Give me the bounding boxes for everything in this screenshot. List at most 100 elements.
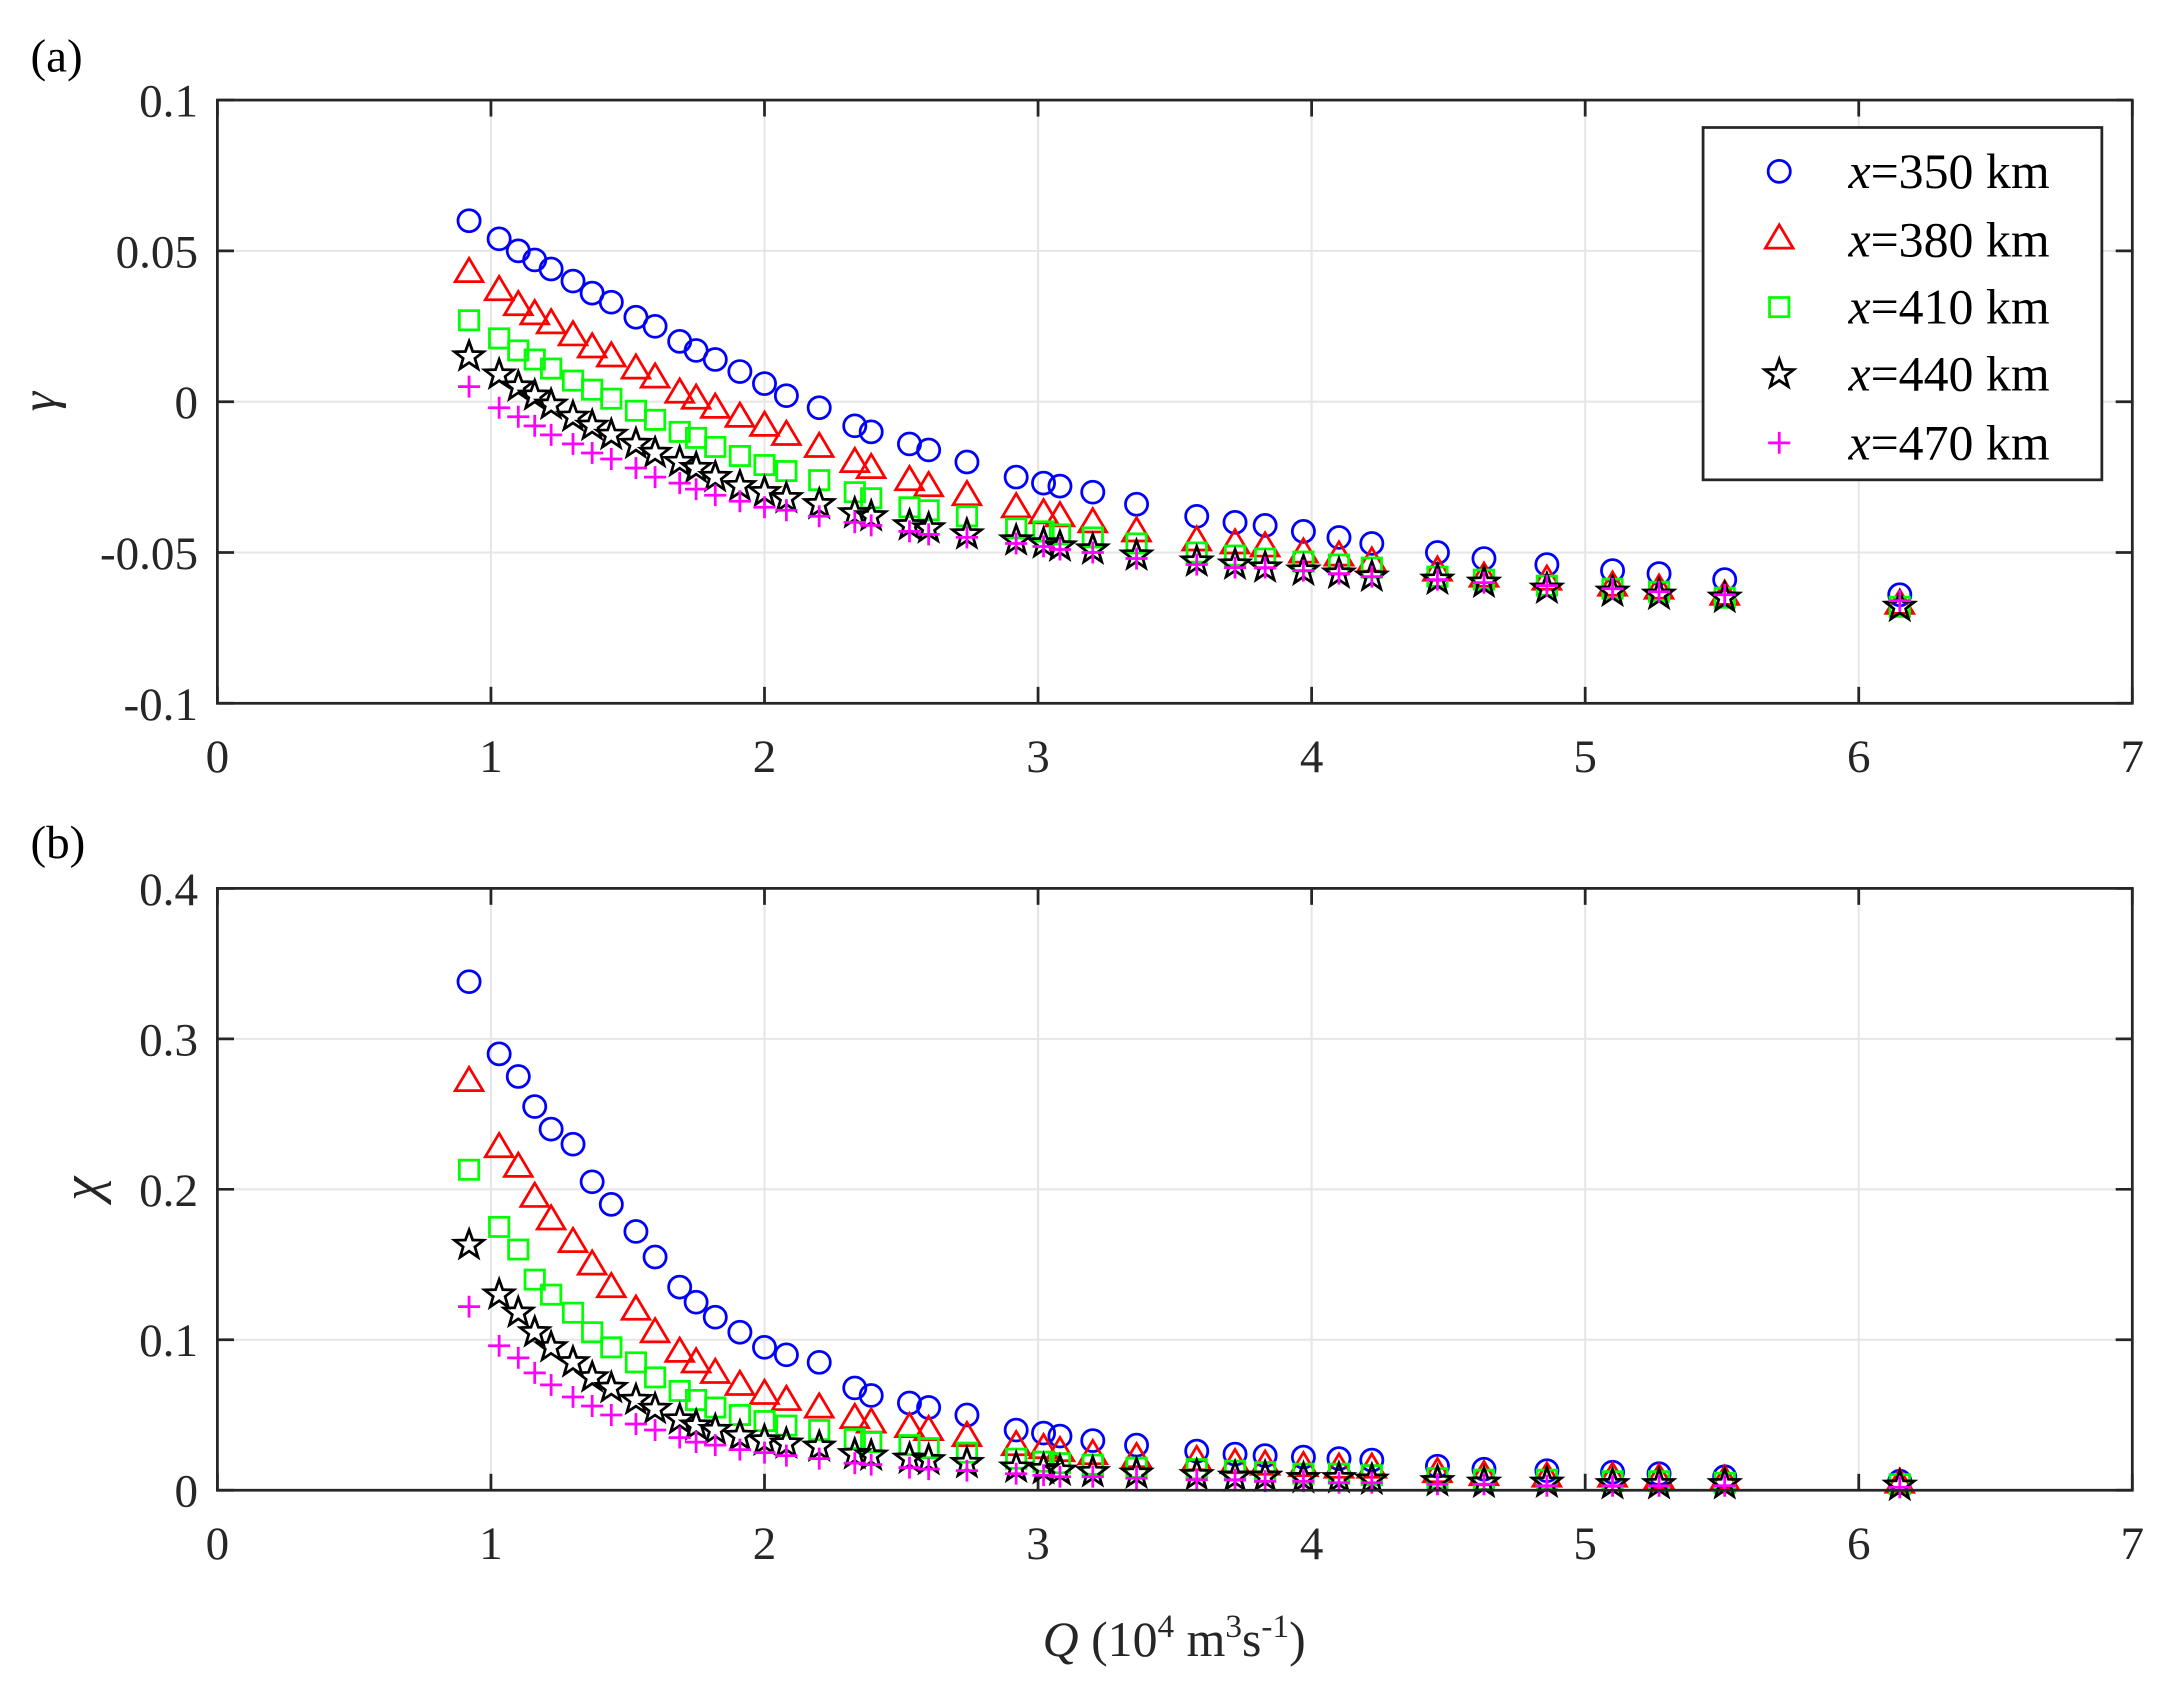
data-point-square bbox=[728, 445, 751, 467]
data-point-star bbox=[661, 1400, 699, 1435]
data-point-triangle bbox=[518, 297, 551, 326]
data-point-triangle bbox=[999, 490, 1033, 519]
data-point-plus bbox=[1223, 1468, 1247, 1491]
data-point-circle bbox=[752, 1334, 777, 1360]
data-point-circle bbox=[1252, 1443, 1278, 1468]
legend-marker-square bbox=[1768, 296, 1791, 319]
data-point-triangle bbox=[534, 1202, 568, 1231]
legend-marker-triangle bbox=[1762, 222, 1796, 250]
data-point-square bbox=[561, 369, 585, 392]
data-point-triangle bbox=[452, 255, 486, 283]
data-point-plus bbox=[1535, 1474, 1558, 1497]
data-point-plus bbox=[843, 511, 866, 534]
data-point-triangle bbox=[748, 1377, 781, 1405]
data-point-star bbox=[592, 1368, 630, 1404]
data-point-plus bbox=[685, 478, 708, 501]
x-tick-label: 4 bbox=[1300, 731, 1324, 783]
data-point-plus bbox=[1601, 577, 1624, 600]
x-tick-label: 0 bbox=[206, 1518, 230, 1570]
x-tick-label: 4 bbox=[1300, 1518, 1324, 1570]
data-point-plus bbox=[1032, 1464, 1055, 1487]
data-point-circle bbox=[1047, 1423, 1073, 1449]
x-axis-var: Q bbox=[1043, 1612, 1079, 1667]
data-point-triangle bbox=[1120, 1440, 1153, 1469]
data-point-plus bbox=[1048, 538, 1072, 561]
data-point-plus bbox=[1081, 541, 1104, 564]
data-point-square bbox=[753, 1410, 776, 1432]
data-point-circle bbox=[486, 1041, 512, 1067]
data-point-square bbox=[860, 1431, 883, 1454]
data-point-square bbox=[704, 435, 727, 458]
data-point-triangle bbox=[518, 1180, 551, 1208]
x-tick-label: 0 bbox=[206, 731, 230, 783]
data-point-triangle bbox=[482, 1130, 516, 1159]
data-point-circle bbox=[842, 413, 868, 439]
x-tick-label: 7 bbox=[2121, 1518, 2145, 1570]
data-point-square bbox=[581, 1321, 604, 1344]
data-point-circle bbox=[538, 256, 564, 282]
data-point-circle bbox=[683, 1289, 709, 1315]
data-point-circle bbox=[773, 383, 799, 409]
data-point-plus bbox=[808, 505, 831, 528]
data-point-plus bbox=[561, 432, 585, 455]
data-point-square bbox=[523, 1268, 546, 1291]
series-440-km bbox=[450, 1225, 1919, 1502]
legend-marker-circle bbox=[1766, 159, 1792, 184]
y-tick-label: -0.1 bbox=[123, 679, 198, 731]
data-point-triangle bbox=[723, 1368, 757, 1396]
data-point-plus bbox=[1426, 568, 1449, 591]
series-380-km bbox=[452, 255, 1917, 615]
data-point-triangle bbox=[1043, 1434, 1077, 1463]
data-point-plus bbox=[685, 1431, 708, 1454]
data-point-circle bbox=[1359, 1447, 1385, 1473]
data-point-triangle bbox=[770, 418, 803, 446]
data-point-circle bbox=[1359, 531, 1385, 556]
data-point-plus bbox=[1125, 1467, 1148, 1490]
data-point-circle bbox=[522, 247, 548, 273]
data-point-plus bbox=[843, 1452, 866, 1475]
data-point-plus bbox=[624, 457, 648, 480]
data-point-plus bbox=[860, 514, 883, 537]
y-axis-label-b: χ bbox=[50, 1175, 111, 1206]
legend-marker-plus bbox=[1768, 431, 1791, 454]
data-point-circle bbox=[1184, 503, 1210, 529]
axes-box-b bbox=[216, 887, 2134, 1492]
data-point-plus bbox=[457, 1295, 481, 1318]
data-point-star bbox=[450, 337, 488, 372]
data-point-circle bbox=[702, 1304, 728, 1330]
legend-label-380: x=380 km bbox=[1847, 213, 2049, 268]
data-point-triangle bbox=[838, 445, 872, 473]
data-point-plus bbox=[728, 490, 751, 513]
data-point-square bbox=[581, 378, 604, 401]
y-tick-label: 0.1 bbox=[139, 76, 198, 128]
data-point-plus bbox=[917, 1458, 940, 1481]
data-point-circle bbox=[1290, 519, 1316, 544]
data-point-star bbox=[696, 457, 734, 493]
data-point-plus bbox=[488, 1334, 511, 1357]
data-point-triangle bbox=[679, 382, 713, 410]
legend-label-350: x=350 km bbox=[1847, 144, 2049, 199]
y-tick-label: -0.05 bbox=[100, 528, 198, 580]
data-point-plus bbox=[1647, 1474, 1671, 1497]
data-point-circle bbox=[773, 1342, 799, 1368]
data-point-triangle bbox=[838, 1401, 872, 1429]
data-point-square bbox=[600, 1336, 623, 1359]
data-point-plus bbox=[523, 414, 546, 437]
data-point-circle bbox=[560, 268, 586, 294]
data-point-star bbox=[661, 442, 699, 478]
panel-a-plot: 0 1 2 3 4 5 6 7 0.1 0.05 0 -0.05 -0.1 bbox=[100, 76, 2144, 783]
data-point-square bbox=[808, 1419, 831, 1442]
data-point-plus bbox=[644, 1419, 667, 1442]
data-point-circle bbox=[916, 437, 942, 463]
data-point-plus bbox=[1472, 571, 1496, 594]
data-point-triangle bbox=[802, 1391, 836, 1419]
axes-box-a bbox=[216, 98, 2134, 705]
data-point-plus bbox=[1713, 583, 1736, 606]
data-point-triangle bbox=[452, 1064, 486, 1092]
data-point-star bbox=[677, 448, 715, 484]
data-point-triangle bbox=[950, 478, 984, 507]
y-axis-label-a: γ bbox=[11, 391, 66, 412]
data-point-square bbox=[624, 399, 648, 422]
data-point-triangle bbox=[619, 1293, 653, 1321]
data-point-plus bbox=[1005, 1462, 1028, 1485]
